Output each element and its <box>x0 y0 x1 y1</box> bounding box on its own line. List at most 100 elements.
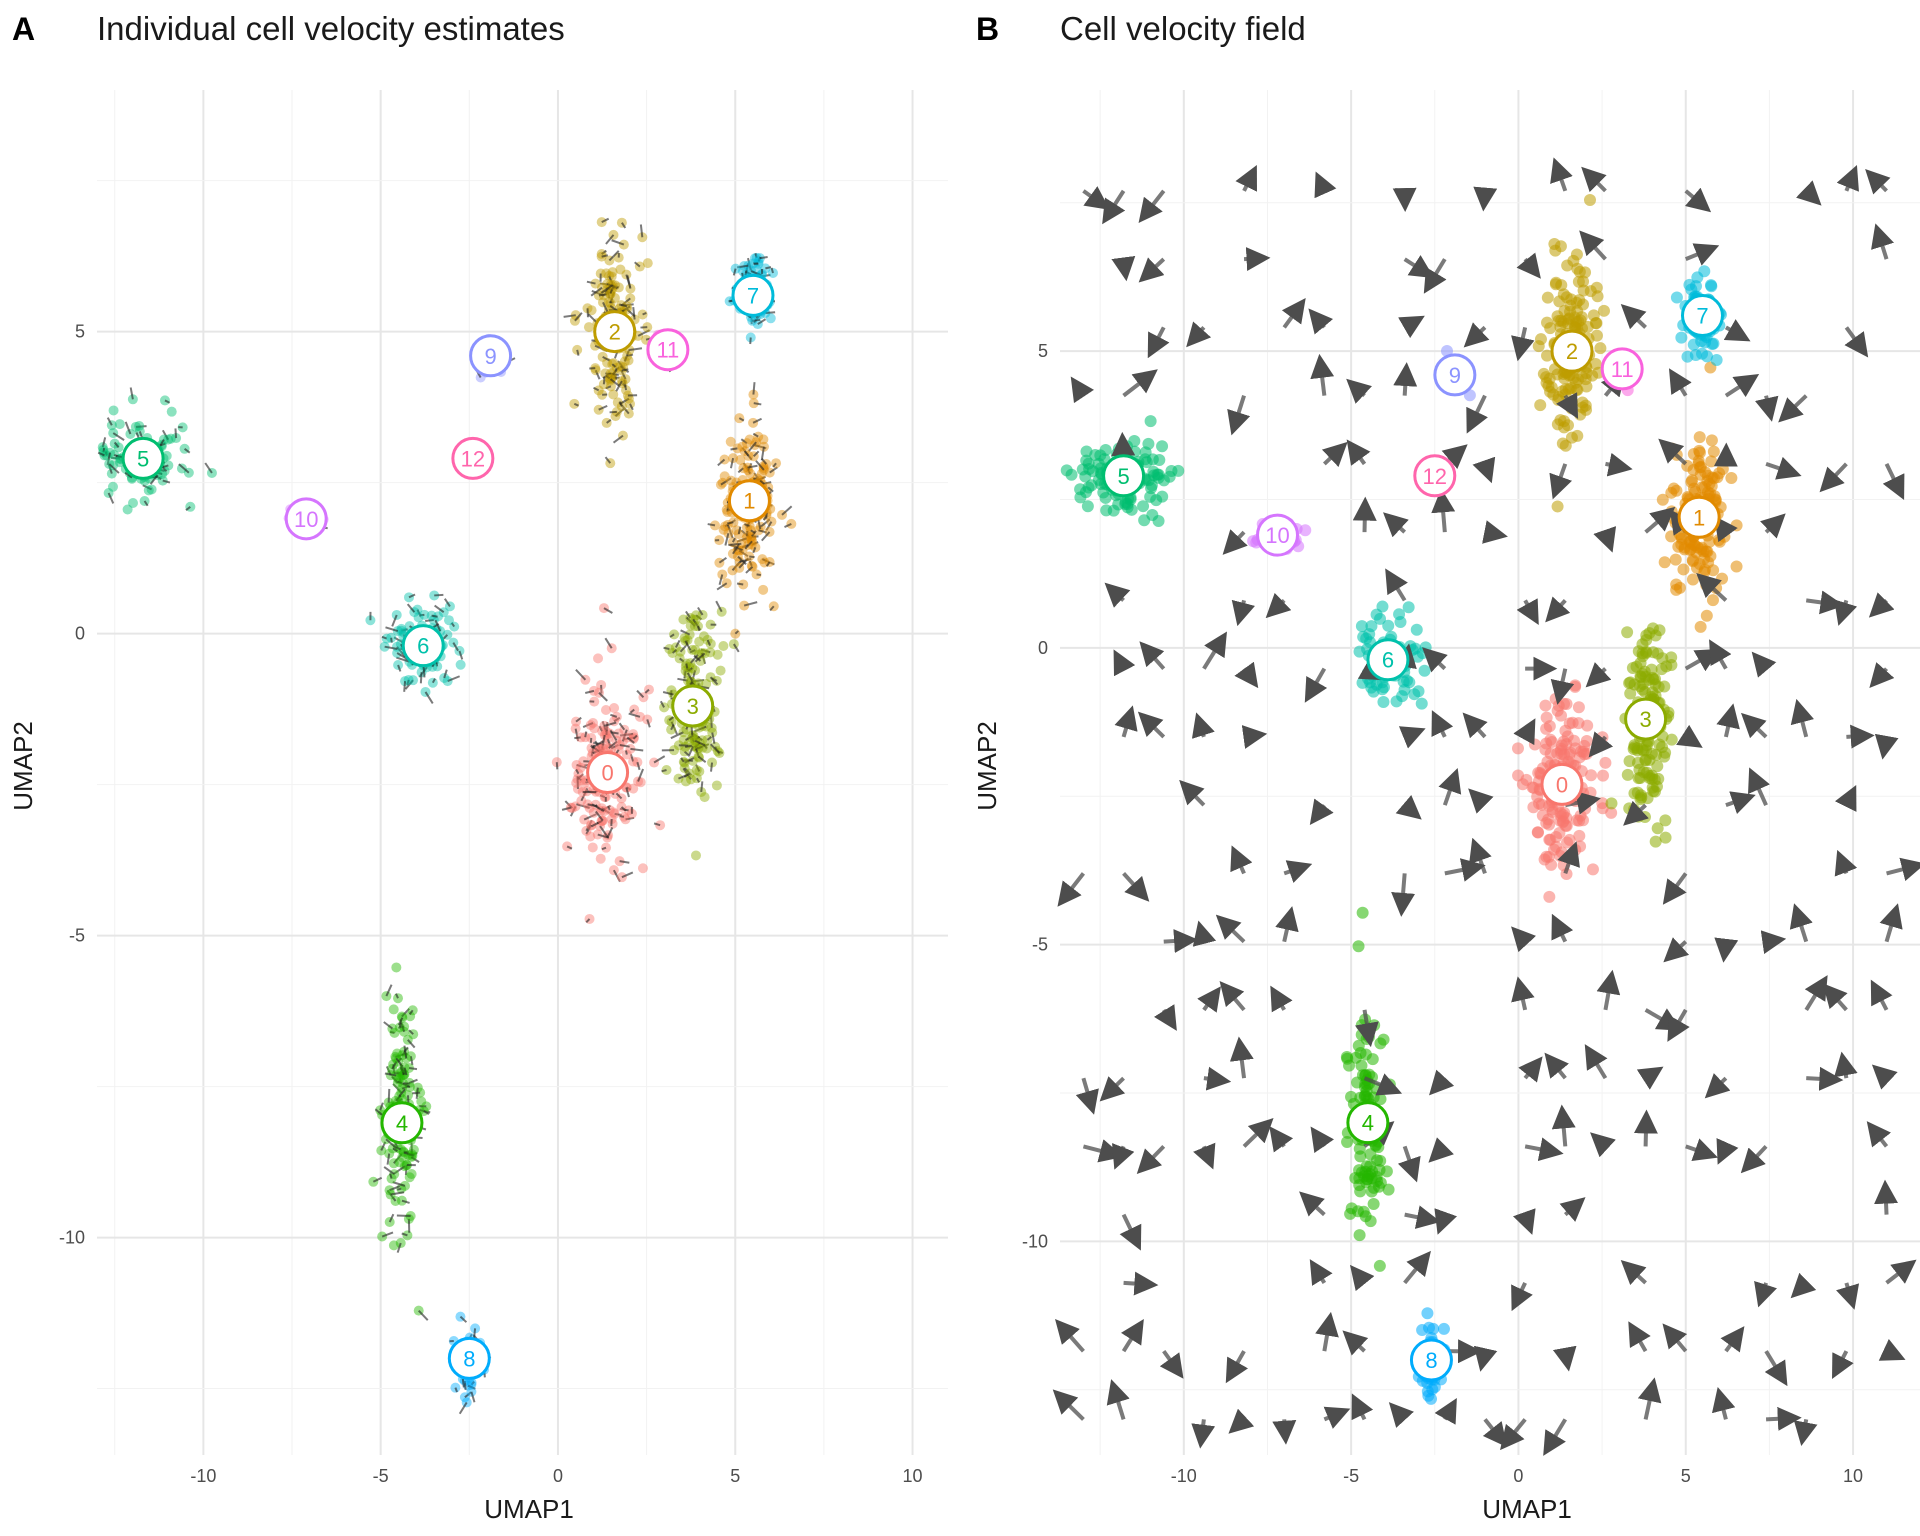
velocity-estimate <box>751 541 759 546</box>
velocity-estimate <box>386 1189 397 1202</box>
cell-point <box>1700 609 1713 622</box>
velocity-estimate <box>599 794 606 799</box>
velocity-arrow <box>1225 1350 1249 1384</box>
velocity-arrow <box>1879 903 1903 943</box>
velocity-estimate <box>765 521 773 531</box>
cell-point <box>1596 769 1609 782</box>
cell-point <box>1567 254 1580 267</box>
velocity-arrow <box>1234 661 1259 689</box>
velocity-arrow <box>1102 189 1126 225</box>
velocity-arrow <box>1137 711 1166 739</box>
velocity-estimate <box>385 1138 398 1149</box>
velocity-arrow <box>1113 649 1136 677</box>
velocity-arrow <box>1346 439 1371 466</box>
velocity-estimate <box>385 984 393 997</box>
velocity-arrow <box>1123 1271 1159 1296</box>
velocity-estimate <box>683 767 693 776</box>
velocity-estimate <box>142 484 153 491</box>
cell-point <box>1683 544 1696 557</box>
cluster-label-5: 5 <box>121 436 165 480</box>
velocity-estimate <box>694 652 706 663</box>
velocity-arrow <box>1482 520 1508 544</box>
velocity-arrow <box>1550 668 1575 705</box>
velocity-estimate <box>108 463 120 474</box>
cell-point <box>719 471 730 482</box>
velocity-estimate <box>736 582 744 586</box>
cluster-label-6: 6 <box>1366 638 1410 682</box>
velocity-arrow <box>1309 798 1334 825</box>
cell-point <box>1586 863 1599 876</box>
velocity-estimate <box>129 387 134 400</box>
velocity-arrow <box>1385 568 1408 602</box>
velocity-estimate <box>663 646 670 650</box>
cell-point <box>1580 747 1593 760</box>
velocity-estimate <box>753 402 762 406</box>
cell-point <box>393 1074 404 1085</box>
velocity-estimate <box>621 297 631 306</box>
velocity-estimate <box>679 657 685 663</box>
velocity-estimate <box>463 1380 467 1390</box>
velocity-estimate <box>604 637 613 649</box>
velocity-estimate <box>693 654 702 662</box>
velocity-arrow <box>1834 849 1858 877</box>
velocity-arrow <box>1805 590 1845 615</box>
cell-point <box>642 258 653 269</box>
velocity-estimate <box>598 725 604 732</box>
velocity-arrow <box>1342 1330 1369 1356</box>
velocity-estimate <box>590 744 600 752</box>
cell-point <box>1081 500 1094 513</box>
cell-point <box>1560 291 1573 304</box>
cluster-label-0: 0 <box>586 751 630 794</box>
cell-point <box>1577 298 1590 311</box>
cell-point <box>1569 742 1582 755</box>
velocity-estimate <box>419 672 423 684</box>
velocity-arrow <box>1349 1264 1375 1292</box>
cluster-label-text: 11 <box>656 338 679 363</box>
velocity-arrow <box>1308 308 1334 335</box>
cell-point <box>1552 314 1565 327</box>
cluster-label-10: 10 <box>1256 513 1300 557</box>
cell-point <box>1421 1385 1434 1398</box>
cell-point <box>1107 504 1120 517</box>
cell-point <box>404 1172 415 1183</box>
velocity-arrow <box>1391 873 1416 917</box>
velocity-arrow <box>1120 1318 1144 1353</box>
velocity-estimate <box>752 450 760 457</box>
cell-point <box>122 504 133 515</box>
cluster-label-text: 7 <box>1696 304 1708 329</box>
cell-point <box>1571 429 1584 442</box>
cell-point <box>1636 683 1649 696</box>
velocity-estimate <box>659 700 665 708</box>
cell-point <box>1411 650 1424 663</box>
velocity-estimate <box>769 466 778 474</box>
cluster-label-badge <box>1409 1338 1453 1382</box>
cell-point <box>134 420 145 431</box>
cell-point <box>1665 658 1678 671</box>
cell-point <box>758 584 769 595</box>
cell-point <box>1669 553 1682 566</box>
cell-point <box>391 962 402 973</box>
cell-point <box>1089 448 1102 461</box>
cell-point <box>1701 350 1714 363</box>
velocity-estimate <box>585 918 591 924</box>
cluster-label-text: 0 <box>1556 772 1568 797</box>
velocity-estimate <box>618 397 630 406</box>
velocity-arrow <box>1844 326 1869 358</box>
cluster-label-text: 11 <box>1611 357 1634 382</box>
x-tick-label: 10 <box>903 1466 923 1486</box>
velocity-estimate <box>575 769 580 775</box>
velocity-estimate <box>761 458 768 465</box>
cluster-label-badge <box>447 1336 491 1380</box>
velocity-estimate <box>598 293 607 297</box>
velocity-estimate <box>398 1088 406 1097</box>
cluster-label-badge <box>1433 353 1477 397</box>
velocity-estimate <box>605 372 619 376</box>
velocity-arrow <box>1434 1397 1457 1425</box>
velocity-estimate <box>772 462 777 468</box>
velocity-estimate <box>752 417 763 424</box>
cell-point <box>608 807 619 818</box>
velocity-arrow <box>1836 1282 1860 1310</box>
cell-point <box>1711 471 1724 484</box>
cell-point <box>1099 491 1112 504</box>
velocity-estimate <box>711 732 716 744</box>
